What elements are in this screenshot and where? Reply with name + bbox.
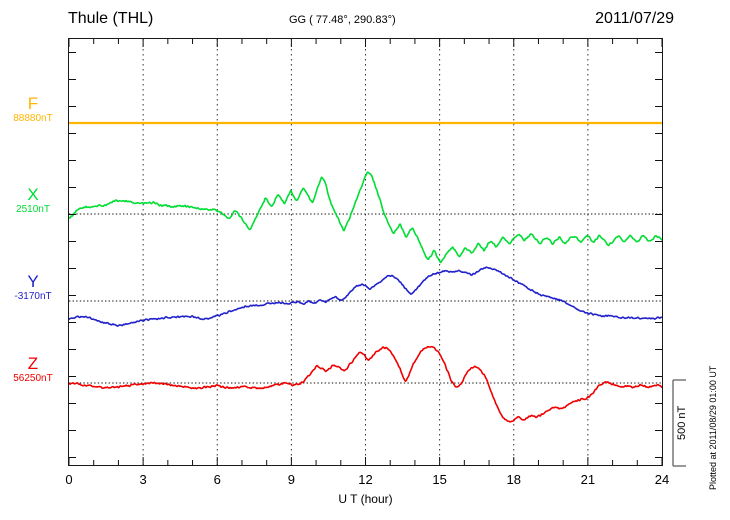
component-label-f: F 88880nT [2,95,64,125]
component-baseline-x: 2510nT [16,204,50,215]
axis-tick-marks [69,39,662,465]
x-tick-label: 6 [213,472,221,487]
x-tick-label: 9 [287,472,295,487]
component-label-y: Y -3170nT [2,273,64,303]
component-baseline-y: -3170nT [14,291,52,302]
x-axis-title: U T (hour) [338,492,393,506]
component-traces [69,121,662,423]
component-label-x: X 2510nT [2,186,64,216]
gridlines [142,39,589,465]
station-title: Thule (THL) [68,10,154,27]
x-tick-label: 24 [654,472,670,487]
x-tick-label: 12 [358,472,373,487]
geographic-coordinates: GG ( 77.48°, 290.83°) [289,14,396,26]
magnetogram-traces [69,39,662,465]
component-letter-z: Z [27,354,39,373]
trace-z [69,345,662,423]
plot-area [68,38,663,466]
scale-bar-label: 500 nT [676,405,688,441]
scale-bar-bracket [672,379,686,467]
trace-x [69,171,662,264]
x-tick-label: 18 [506,472,521,487]
plotted-at-timestamp: Plotted at 2011/08/29 01:00 UT [708,365,718,490]
component-letter-x: X [27,185,39,204]
x-tick-label: 0 [65,472,73,487]
component-letter-y: Y [27,272,39,291]
scale-bar [672,379,694,467]
x-tick-label: 3 [139,472,147,487]
component-baseline-f: 88880nT [13,113,53,124]
component-letter-f: F [27,94,39,113]
x-tick-label: 15 [432,472,447,487]
trace-y [69,266,662,327]
observation-date: 2011/07/29 [595,10,674,27]
component-baseline-z: 56250nT [13,373,53,384]
x-tick-label: 21 [580,472,596,487]
component-label-z: Z 56250nT [2,355,64,385]
